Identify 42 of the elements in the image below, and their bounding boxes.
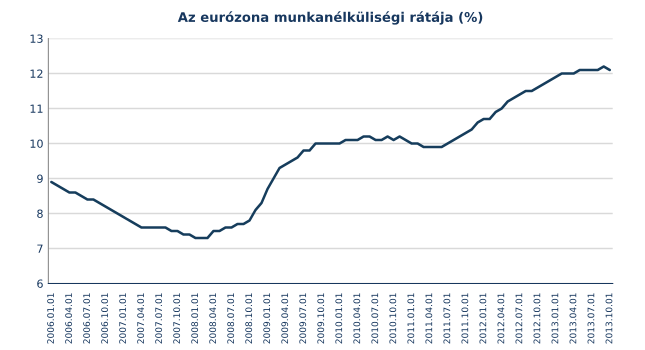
line-series: [50, 65, 611, 240]
x-tick-label: 2010.04.01: [353, 293, 360, 344]
y-tick-label: 12: [30, 69, 42, 78]
x-tick-label: 2009.04.01: [281, 293, 288, 344]
x-tick-label: 2009.10.01: [317, 293, 324, 344]
x-tick-label: 2007.04.01: [137, 293, 144, 344]
x-tick-label: 2012.10.01: [533, 293, 540, 344]
x-tick-label: 2007.07.01: [155, 293, 162, 344]
x-tick-label: 2006.10.01: [101, 293, 108, 344]
x-tick-label: 2008.04.01: [209, 293, 216, 344]
x-tick-label: 2006.04.01: [65, 293, 72, 344]
x-tick-label: 2012.07.01: [515, 293, 522, 344]
x-tick-label: 2013.04.01: [570, 293, 576, 344]
x-tick-label: 2006.07.01: [83, 293, 90, 344]
x-tick-label: 2007.01.01: [119, 293, 126, 344]
x-tick-label: 2012.04.01: [497, 293, 504, 344]
x-tick-label: 2011.07.01: [443, 293, 450, 344]
chart-title: Az eurózona munkanélküliségi rátája (%): [178, 11, 482, 25]
x-tick-label: 2009.01.01: [263, 293, 270, 344]
x-tick-label: 2006.01.01: [47, 293, 54, 344]
x-tick-label: 2013.10.01: [606, 293, 612, 344]
y-tick-label: 13: [30, 34, 43, 43]
y-tick-label: 9: [37, 174, 43, 183]
x-tick-label: 2011.04.01: [425, 293, 432, 344]
y-tick-label: 8: [37, 209, 43, 218]
x-tick-label: 2011.01.01: [407, 293, 414, 344]
x-tick-label: 2010.01.01: [335, 293, 342, 344]
x-tick-label: 2010.07.01: [371, 293, 378, 344]
x-tick-label: 2008.07.01: [227, 293, 234, 344]
x-tick-label: 2010.10.01: [389, 293, 396, 344]
y-tick-label: 7: [37, 244, 43, 253]
x-tick-label: 2013.01.01: [552, 293, 558, 344]
x-tick-label: 2008.01.01: [191, 293, 198, 344]
x-tick-label: 2009.07.01: [299, 293, 306, 344]
x-tick-label: 2012.01.01: [479, 293, 486, 344]
y-tick-label: 10: [30, 139, 43, 148]
x-tick-label: 2013.07.01: [588, 293, 594, 344]
y-tick-label: 6: [37, 279, 43, 288]
x-tick-label: 2008.10.01: [245, 293, 252, 344]
y-tick-label: 11: [30, 104, 42, 113]
x-tick-label: 2011.10.01: [461, 293, 468, 344]
x-tick-label: 2007.10.01: [173, 293, 180, 344]
